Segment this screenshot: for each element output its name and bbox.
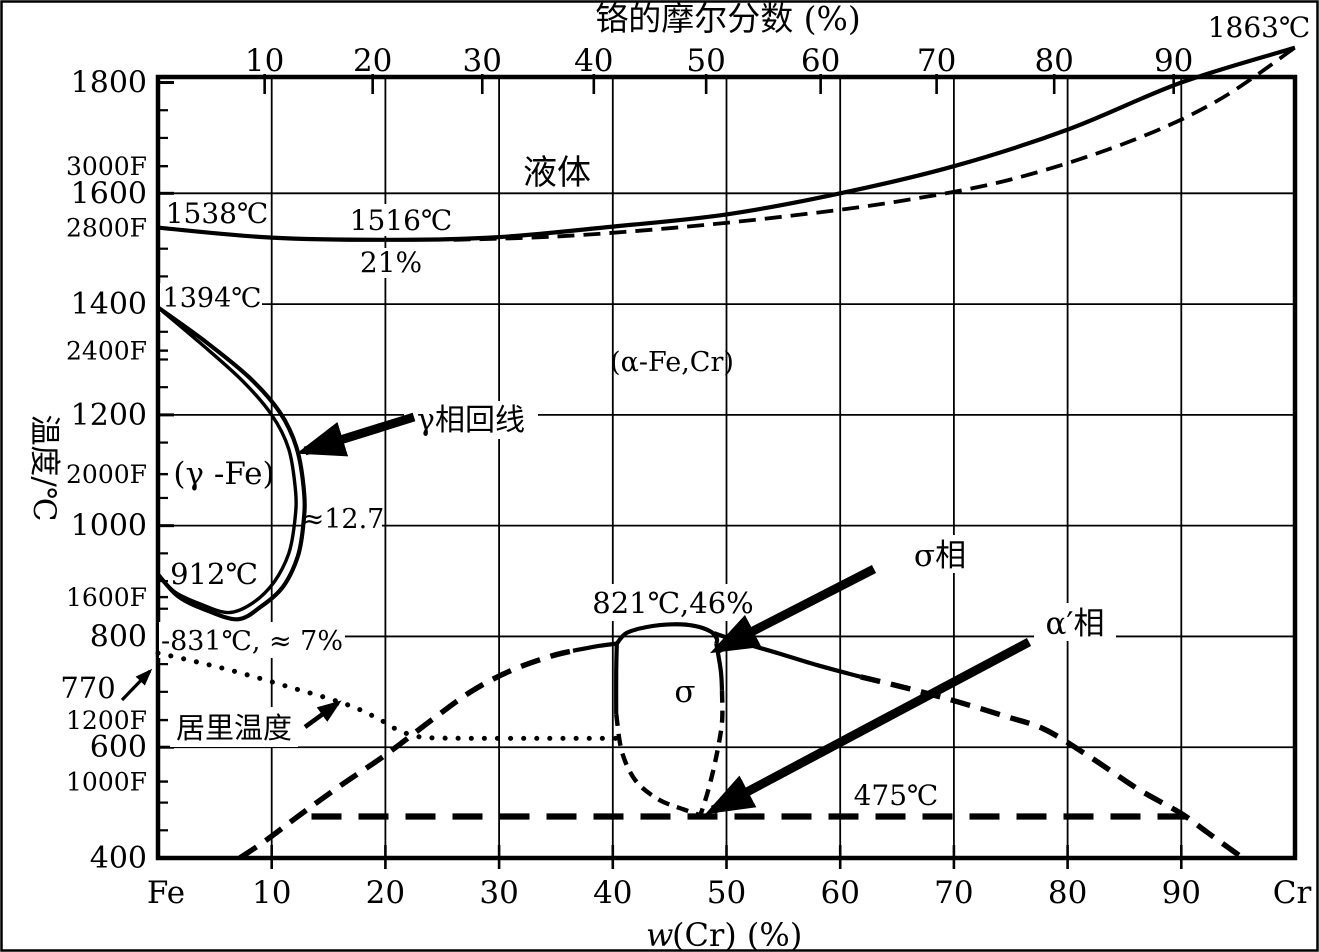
sigma-dome-curve: [615, 622, 720, 646]
x2tick-label-70: 70: [917, 43, 956, 79]
gamma-loop-arrow: [296, 412, 416, 457]
x2tick-label-20: 20: [353, 43, 392, 79]
x-axis-title-w: w: [646, 916, 673, 952]
x2tick-label-60: 60: [801, 43, 840, 79]
label-475: 475℃: [854, 779, 939, 812]
y-axis-title: 温度/℃: [26, 414, 62, 521]
bg-curie: [170, 707, 298, 747]
bg-sigma-phase: [904, 535, 976, 573]
ytick-label-2400F: 2400F: [66, 337, 147, 366]
phase-boundary-curves: [155, 45, 1297, 861]
xtick-label-30: 30: [479, 875, 518, 911]
ytick-label-3000F: 3000F: [66, 152, 147, 181]
sigma-left-upper-curve: [614, 643, 619, 715]
ytick-label-1200F: 1200F: [66, 706, 147, 735]
label-1394: 1394℃: [163, 283, 262, 314]
label-gamma-loop: γ相回线: [417, 403, 525, 438]
ytick-label-2000F: 2000F: [66, 460, 147, 489]
bg-821: [576, 584, 770, 621]
label-831-7: -831℃, ≈ 7%: [161, 626, 343, 657]
x2tick-label-90: 90: [1154, 43, 1193, 79]
bg-gamma-loop-label: [404, 401, 538, 439]
ytick-label-400: 400: [90, 841, 147, 876]
label-alpha-prime: α′相: [1046, 606, 1105, 642]
xtick-label-80: 80: [1048, 875, 1087, 911]
xtick-label-90: 90: [1162, 875, 1201, 911]
xtick-label-Fe: Fe: [147, 875, 185, 911]
ytick-label-600: 600: [90, 730, 147, 765]
bg-831: [159, 622, 345, 658]
alpha-sigma-left-dashed-curve: [238, 648, 574, 861]
xtick-label-10: 10: [252, 875, 291, 911]
bg-1516: [352, 204, 450, 236]
label-821-46: 821℃,46%: [592, 586, 753, 620]
solidus-curve: [453, 46, 1297, 242]
label-backgrounds: [159, 204, 1116, 747]
gamma-loop-outer-curve: [156, 305, 307, 622]
label-1863: 1863℃: [1208, 11, 1311, 44]
label-liquid-phase: 液体: [523, 153, 591, 193]
sigma-phase-arrow: [709, 564, 877, 654]
alpha-sigma-left-solid-curve: [572, 641, 618, 653]
curie-temperature-curve: [155, 650, 619, 741]
axis-ticks: 1800 1600 1400 1200 1000 800 600 400 3000F 2800F 2…: [66, 43, 1311, 911]
x2tick-label-50: 50: [686, 43, 725, 79]
label-curie: 居里温度: [176, 711, 292, 745]
sigma-left-lower-curve: [614, 713, 702, 818]
top-axis-title: 铬的摩尔分数 (%): [595, 0, 861, 38]
label-912: 912℃: [170, 557, 258, 591]
ytick-label-800: 800: [90, 619, 147, 654]
gridlines: [158, 77, 1295, 858]
bg-1394: [160, 283, 262, 313]
sigma-right-lower-curve: [698, 690, 725, 816]
ytick-label-1400: 1400: [71, 287, 147, 322]
ytick-label-2800F: 2800F: [66, 214, 147, 243]
ytick-label-1200: 1200: [71, 398, 147, 433]
x2tick-label-10: 10: [245, 43, 284, 79]
ytick-label-1000F: 1000F: [66, 768, 147, 797]
bg-21pct: [358, 248, 422, 278]
x-axis-title: w (Cr) (%): [646, 916, 802, 952]
annotation-arrows: [120, 412, 1032, 815]
annotations: 铬的摩尔分数 (%) 1863℃ 液体 1538℃ 1516℃ 21% 1394…: [26, 0, 1310, 812]
bg-12_7: [304, 502, 382, 535]
curie-label-arrow: [303, 700, 342, 729]
alpha-prime-arrow: [705, 638, 1032, 815]
x2tick-label-80: 80: [1034, 43, 1073, 79]
x-axis-title-rest: (Cr) (%): [672, 916, 802, 952]
label-sigma-phase: σ相: [914, 538, 966, 574]
xtick-label-40: 40: [593, 875, 632, 911]
label-alpha-fecr-region: (α-Fe,Cr): [610, 347, 734, 378]
label-sigma-symbol: σ: [674, 674, 695, 710]
xtick-label-50: 50: [707, 875, 746, 911]
ytick-label-1000: 1000: [71, 509, 147, 544]
770-arrow: [120, 668, 153, 702]
ytick-label-1800: 1800: [71, 66, 147, 101]
xtick-label-70: 70: [934, 875, 973, 911]
liquidus-curve: [157, 45, 1296, 242]
xtick-label-60: 60: [820, 875, 859, 911]
label-1516: 1516℃: [350, 204, 453, 237]
label-21pct: 21%: [360, 246, 422, 279]
label-1538: 1538℃: [166, 197, 269, 230]
label-770: 770: [60, 671, 115, 705]
ytick-label-1600F: 1600F: [66, 583, 147, 612]
label-gamma-fe-region: (γ -Fe): [173, 456, 274, 492]
gamma-loop-inner-curve: [156, 306, 298, 615]
x2tick-label-30: 30: [463, 43, 502, 79]
label-12_7: ≈12.7: [302, 504, 385, 535]
xtick-label-20: 20: [366, 875, 405, 911]
bg-alpha-prime: [1034, 603, 1116, 641]
x2tick-label-40: 40: [574, 43, 613, 79]
ytick-label-1600: 1600: [71, 176, 147, 211]
xtick-label-Cr: Cr: [1273, 875, 1312, 911]
